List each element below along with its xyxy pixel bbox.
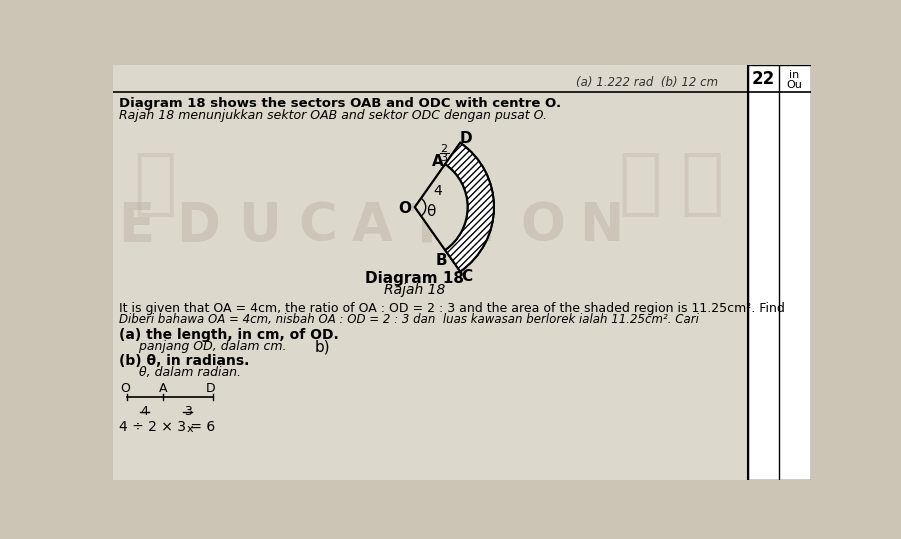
Text: 2: 2 [441,144,448,154]
Text: b): b) [314,340,330,355]
Text: T: T [408,201,444,252]
Text: D: D [460,132,473,147]
Text: 3: 3 [184,405,192,418]
Text: panjang OD, dalam cm.: panjang OD, dalam cm. [119,340,287,353]
Text: 3: 3 [441,154,448,163]
Text: 4: 4 [141,405,149,418]
Text: O: O [398,201,411,216]
Text: x: x [187,424,194,434]
Text: It is given that OA = 4cm, the ratio of OA : OD = 2 : 3 and the area of the shad: It is given that OA = 4cm, the ratio of … [119,302,785,315]
Text: 22: 22 [752,70,775,87]
Text: O: O [120,382,130,395]
Text: (a) 1.222 rad  (b) 12 cm: (a) 1.222 rad (b) 12 cm [577,76,718,89]
Text: (a) the length, in cm, of OD.: (a) the length, in cm, of OD. [119,328,339,342]
Text: B: B [435,253,447,267]
Text: 育: 育 [618,149,661,218]
Text: Rajah 18: Rajah 18 [384,282,446,296]
Text: A: A [159,382,168,395]
Text: θ: θ [425,204,435,219]
Text: (b) θ, in radians.: (b) θ, in radians. [119,354,250,368]
Text: Diagram 18 shows the sectors OAB and ODC with centre O.: Diagram 18 shows the sectors OAB and ODC… [119,97,561,110]
Text: Rajah 18 menunjukkan sektor OAB and sektor ODC dengan pusat O.: Rajah 18 menunjukkan sektor OAB and sekt… [119,108,547,122]
Text: 4: 4 [433,184,442,198]
Text: O: O [520,201,565,252]
Wedge shape [414,143,494,272]
Text: 人: 人 [680,149,724,218]
Text: 4 ÷ 2 × 3 = 6: 4 ÷ 2 × 3 = 6 [119,420,215,434]
Text: D: D [206,382,216,395]
Text: U: U [239,201,281,252]
Text: E: E [118,201,154,252]
Text: θ, dalam radian.: θ, dalam radian. [119,366,241,379]
Text: C: C [298,201,337,252]
Text: Diagram 18: Diagram 18 [366,271,464,286]
Text: Diberi bahawa OA = 4cm, nisbah OA : OD = 2 : 3 dan  luas kawasan berlorek ialah : Diberi bahawa OA = 4cm, nisbah OA : OD =… [119,313,698,326]
Text: A: A [351,201,393,252]
FancyBboxPatch shape [113,65,748,480]
Text: C: C [461,270,473,285]
Wedge shape [414,164,468,250]
Text: N: N [578,201,623,252]
Text: Ou: Ou [787,80,803,89]
FancyBboxPatch shape [748,65,811,480]
Text: A: A [432,154,443,169]
Text: 名: 名 [133,149,177,218]
Text: D: D [176,201,220,252]
Text: in: in [789,71,800,80]
Wedge shape [445,143,494,272]
Text: I: I [475,201,495,252]
